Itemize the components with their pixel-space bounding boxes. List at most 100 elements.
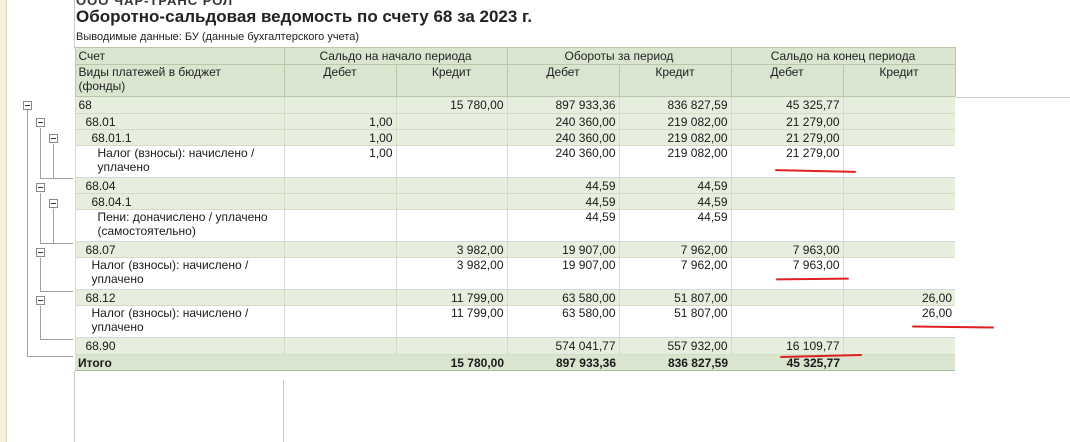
closing-debit-cell: 7 963,00 — [730, 257, 843, 290]
payment-label: Налог (взносы): начислено / уплачено — [74, 305, 284, 338]
table-row-account-68-01[interactable]: 68.01 1,00 240 360,00 219 082,00 21 279,… — [19, 113, 955, 130]
tree-line — [53, 209, 54, 244]
turnover-debit-cell: 44,59 — [506, 177, 619, 194]
closing-credit-cell — [842, 193, 955, 210]
total-turnover-debit: 897 933,36 — [507, 354, 619, 371]
closing-debit-cell — [730, 289, 843, 306]
opening-debit-cell: 1,00 — [283, 129, 396, 146]
table-row-account-68-04-1[interactable]: 68.04.1 44,59 44,59 — [19, 193, 955, 210]
turnover-credit-cell: 44,59 — [618, 193, 731, 210]
col-account: Счет — [74, 47, 285, 65]
col-closing-balance: Сальдо на конец периода — [730, 47, 956, 65]
table-row-account-68-04[interactable]: 68.04 44,59 44,59 — [19, 177, 955, 194]
opening-debit-cell — [283, 96, 396, 114]
collapse-68-04-1-toggle-icon[interactable] — [49, 199, 58, 208]
opening-credit-cell: 11 799,00 — [395, 289, 507, 306]
table-row-account-68-07[interactable]: 68.07 3 982,00 19 907,00 7 962,00 7 963,… — [19, 241, 955, 258]
tree-line — [27, 356, 73, 357]
balance-sheet-table: Счет Сальдо на начало периода Обороты за… — [19, 47, 956, 371]
col-payment-types: Виды платежей в бюджет (фонды) — [74, 64, 285, 97]
opening-credit-cell — [395, 209, 507, 242]
grid-line-right — [956, 97, 1070, 98]
opening-credit-cell: 3 982,00 — [395, 257, 507, 290]
closing-credit-cell — [842, 129, 955, 146]
table-row-account-68-12[interactable]: 68.12 11 799,00 63 580,00 51 807,00 26,0… — [19, 289, 955, 306]
tree-line — [40, 339, 73, 340]
header-row-1: Счет Сальдо на начало периода Обороты за… — [19, 47, 956, 65]
col-closing-debit: Дебет — [730, 64, 844, 97]
tree-line — [40, 178, 73, 179]
table-row-tax-68-07[interactable]: Налог (взносы): начислено / уплачено 3 98… — [19, 257, 955, 290]
collapse-68-12-toggle-icon[interactable] — [36, 296, 45, 305]
closing-debit-cell — [730, 177, 843, 194]
report-subtitle: Выводимые данные: БУ (данные бухгалтерск… — [76, 31, 359, 43]
column-grid-line — [283, 380, 284, 442]
col-turnover-debit: Дебет — [506, 64, 620, 97]
payment-label: Налог (взносы): начислено / уплачено — [74, 145, 284, 178]
table-row-account-68-90[interactable]: 68.90 574 041,77 557 932,00 16 109,77 — [19, 337, 955, 355]
closing-credit-cell: 26,00 — [842, 305, 955, 338]
opening-debit-cell — [283, 289, 396, 306]
report-title: Оборотно-сальдовая ведомость по счету 68… — [76, 7, 533, 26]
company-name: ООО ЧАР-ТРАНС РОЛ — [76, 0, 234, 8]
turnover-credit-cell: 51 807,00 — [618, 289, 731, 306]
turnover-debit-cell: 63 580,00 — [506, 289, 619, 306]
turnover-debit-cell: 240 360,00 — [506, 113, 619, 130]
closing-debit-cell — [730, 305, 843, 338]
closing-debit-cell: 7 963,00 — [730, 241, 843, 258]
tree-line — [40, 193, 41, 244]
turnover-debit-cell: 44,59 — [506, 193, 619, 210]
tree-line — [40, 243, 73, 244]
closing-debit-cell: 21 279,00 — [730, 145, 843, 178]
opening-credit-cell — [395, 193, 507, 210]
turnover-credit-cell: 557 932,00 — [618, 337, 731, 355]
table-row-penalty-68-04-1[interactable]: Пени: доначислено / уплачено (самостоятел… — [19, 209, 955, 242]
table-row-tax-68-01-1[interactable]: Налог (взносы): начислено / уплачено 1,00… — [19, 145, 955, 178]
opening-debit-cell — [283, 177, 396, 194]
total-opening-debit — [284, 354, 396, 371]
opening-debit-cell — [283, 209, 396, 242]
closing-debit-cell — [730, 193, 843, 210]
closing-credit-cell — [842, 241, 955, 258]
table-row-account-68-01-1[interactable]: 68.01.1 1,00 240 360,00 219 082,00 21 27… — [19, 129, 955, 146]
closing-debit-cell: 21 279,00 — [730, 129, 843, 146]
closing-credit-cell — [842, 257, 955, 290]
tree-line — [40, 128, 41, 179]
total-opening-credit: 15 780,00 — [396, 354, 507, 371]
col-turnover-credit: Кредит — [618, 64, 732, 97]
opening-credit-cell — [395, 145, 507, 178]
table-row-total: Итого 15 780,00 897 933,36 836 827,59 45… — [19, 354, 955, 371]
opening-debit-cell — [283, 257, 396, 290]
collapse-68-07-toggle-icon[interactable] — [36, 248, 45, 257]
tree-line — [40, 258, 41, 292]
turnover-debit-cell: 19 907,00 — [506, 241, 619, 258]
turnover-credit-cell: 51 807,00 — [618, 305, 731, 338]
account-label: 68.90 — [74, 337, 284, 355]
turnover-debit-cell: 897 933,36 — [506, 96, 619, 114]
total-closing-debit: 45 325,77 — [731, 354, 843, 371]
collapse-68-01-1-toggle-icon[interactable] — [49, 134, 58, 143]
table-row-tax-68-12[interactable]: Налог (взносы): начислено / уплачено 11 7… — [19, 305, 955, 338]
turnover-credit-cell: 836 827,59 — [618, 96, 731, 114]
opening-debit-cell — [283, 241, 396, 258]
closing-debit-cell — [730, 209, 843, 242]
left-panel-edge — [0, 0, 7, 442]
turnover-debit-cell: 19 907,00 — [506, 257, 619, 290]
opening-credit-cell — [395, 177, 507, 194]
table-row-account-68[interactable]: 68 15 780,00 897 933,36 836 827,59 45 32… — [19, 96, 955, 114]
turnover-debit-cell: 240 360,00 — [506, 129, 619, 146]
collapse-68-01-toggle-icon[interactable] — [36, 118, 45, 127]
account-label: 68.01.1 — [74, 129, 284, 146]
header-row-2: Виды платежей в бюджет (фонды) Дебет Кред… — [19, 64, 956, 97]
collapse-68-toggle-icon[interactable] — [23, 101, 32, 110]
turnover-debit-cell: 44,59 — [506, 209, 619, 242]
opening-credit-cell: 15 780,00 — [395, 96, 507, 114]
opening-debit-cell: 1,00 — [283, 113, 396, 130]
account-label: 68.07 — [74, 241, 284, 258]
turnover-credit-cell: 219 082,00 — [618, 129, 731, 146]
opening-credit-cell — [395, 129, 507, 146]
account-label: 68.01 — [74, 113, 284, 130]
turnover-debit-cell: 63 580,00 — [506, 305, 619, 338]
closing-credit-cell — [842, 145, 955, 178]
collapse-68-04-toggle-icon[interactable] — [36, 183, 45, 192]
